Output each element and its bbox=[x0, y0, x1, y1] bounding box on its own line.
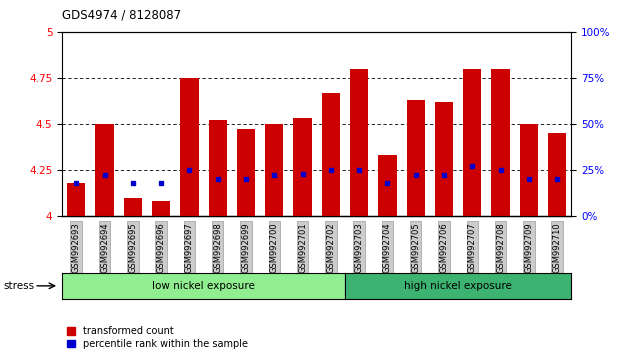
Text: low nickel exposure: low nickel exposure bbox=[152, 281, 255, 291]
Bar bbox=[237, 130, 255, 216]
Bar bbox=[152, 201, 170, 216]
Text: GDS4974 / 8128087: GDS4974 / 8128087 bbox=[62, 9, 181, 22]
Bar bbox=[96, 124, 114, 216]
Bar bbox=[548, 133, 566, 216]
Bar bbox=[124, 198, 142, 216]
Text: high nickel exposure: high nickel exposure bbox=[404, 281, 512, 291]
Bar bbox=[378, 155, 397, 216]
Bar bbox=[209, 120, 227, 216]
Bar bbox=[520, 124, 538, 216]
Bar bbox=[463, 69, 481, 216]
Text: stress: stress bbox=[3, 281, 34, 291]
Bar bbox=[435, 102, 453, 216]
Bar bbox=[407, 100, 425, 216]
Legend: transformed count, percentile rank within the sample: transformed count, percentile rank withi… bbox=[67, 326, 248, 349]
Bar bbox=[322, 93, 340, 216]
Bar bbox=[350, 69, 368, 216]
Bar bbox=[265, 124, 283, 216]
Bar bbox=[293, 118, 312, 216]
Bar bbox=[491, 69, 510, 216]
Bar bbox=[180, 78, 199, 216]
Bar bbox=[67, 183, 86, 216]
